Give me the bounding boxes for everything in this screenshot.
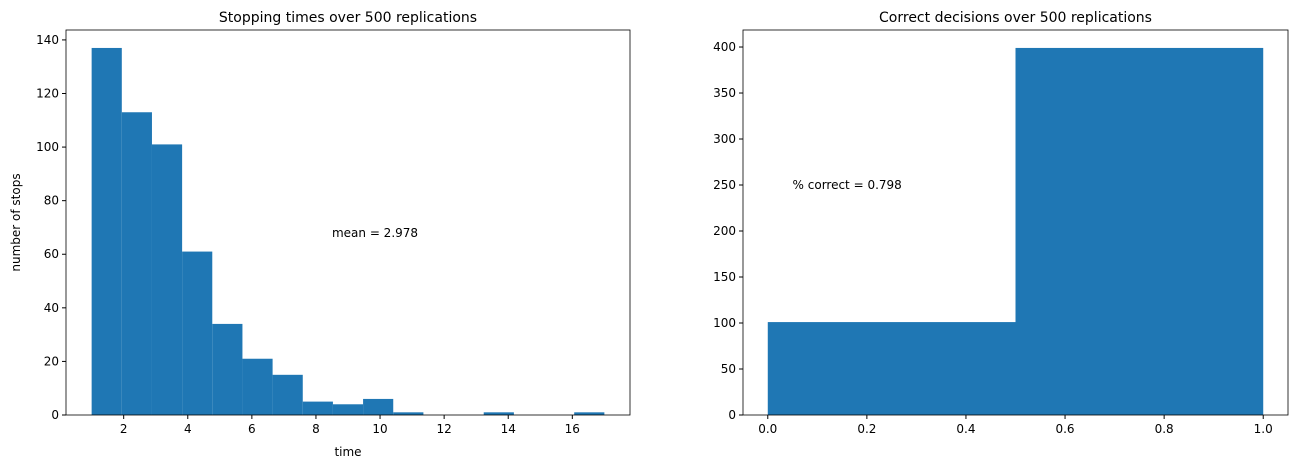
- x-tick-label: 0.8: [1155, 422, 1174, 436]
- histogram-bar: [151, 144, 183, 415]
- histogram-bar: [1015, 47, 1264, 416]
- histogram-bar: [212, 323, 243, 415]
- x-tick-label: 8: [312, 422, 320, 436]
- histogram-bar: [332, 404, 364, 415]
- y-tick-label: 250: [713, 178, 736, 192]
- chart-2: 0.0 0.2 0.4 0.6 0.8 1.0 0 50 100 150 200 250 300 350 4…: [713, 10, 1289, 436]
- x-tick-label: 10: [372, 422, 387, 436]
- x-tick-label: 0.0: [758, 422, 777, 436]
- histogram-bar: [242, 358, 273, 415]
- y-tick-label: 400: [713, 40, 736, 54]
- y-tick-label: 100: [713, 316, 736, 330]
- histogram-bar: [393, 412, 424, 415]
- axes-frame: [65, 29, 631, 416]
- x-tick-label: 0.6: [1055, 422, 1074, 436]
- y-tick-label: 200: [713, 224, 736, 238]
- x-tick-label: 0.4: [956, 422, 975, 436]
- histogram-bar: [767, 322, 1016, 415]
- annotation: mean = 2.978: [332, 226, 418, 240]
- chart-title: Correct decisions over 500 replications: [879, 10, 1152, 26]
- y-tick-label: 50: [721, 362, 736, 376]
- y-tick-label: 20: [44, 354, 59, 368]
- x-tick-label: 2: [120, 422, 128, 436]
- axes-frame: [742, 29, 1289, 416]
- y-tick-label: 80: [44, 194, 59, 208]
- y-tick-label: 40: [44, 301, 59, 315]
- x-tick-label: 0.2: [857, 422, 876, 436]
- chart-1: 2 4 6 8 10 12 14 16 0 20 40 60 80 100 120 140 Stopping t…: [9, 10, 631, 459]
- histogram-bar: [574, 412, 605, 415]
- histogram-bar: [483, 412, 514, 415]
- y-tick-label: 120: [36, 86, 59, 100]
- histogram-bar: [302, 401, 333, 415]
- x-tick-label: 14: [501, 422, 516, 436]
- x-tick-label: 1.0: [1254, 422, 1273, 436]
- histogram-bar: [272, 374, 303, 415]
- histogram-bar: [363, 398, 394, 415]
- y-tick-label: 300: [713, 132, 736, 146]
- x-tick-label: 12: [436, 422, 451, 436]
- histogram-bar: [182, 251, 213, 415]
- y-tick-label: 0: [51, 408, 59, 422]
- y-tick-label: 60: [44, 247, 59, 261]
- histogram-bar: [121, 112, 152, 415]
- y-tick-label: 0: [728, 408, 736, 422]
- x-tick-label: 6: [248, 422, 256, 436]
- y-axis-label: number of stops: [9, 173, 23, 271]
- chart-title: Stopping times over 500 replications: [219, 10, 477, 26]
- y-tick-label: 350: [713, 86, 736, 100]
- y-tick-label: 140: [36, 33, 59, 47]
- y-tick-label: 150: [713, 270, 736, 284]
- histogram-bar: [91, 47, 122, 415]
- x-tick-label: 4: [184, 422, 192, 436]
- annotation: % correct = 0.798: [793, 178, 902, 192]
- x-axis-label: time: [334, 445, 361, 459]
- y-tick-label: 100: [36, 140, 59, 154]
- x-tick-label: 16: [565, 422, 580, 436]
